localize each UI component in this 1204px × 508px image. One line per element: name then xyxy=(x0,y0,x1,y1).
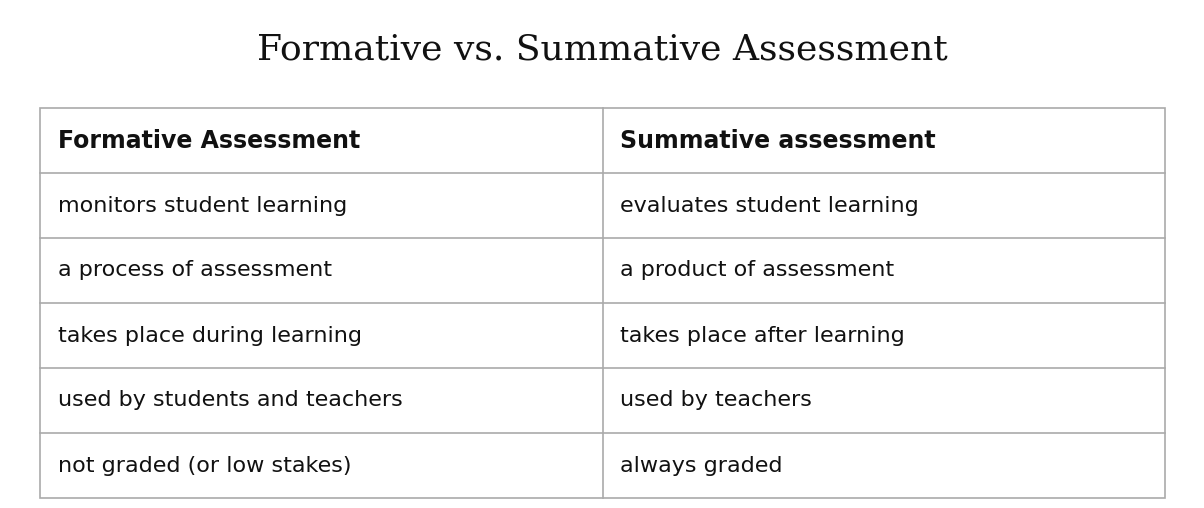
Text: used by teachers: used by teachers xyxy=(620,391,813,410)
Text: monitors student learning: monitors student learning xyxy=(58,196,347,215)
Text: always graded: always graded xyxy=(620,456,783,475)
Text: Formative vs. Summative Assessment: Formative vs. Summative Assessment xyxy=(256,33,948,67)
Text: evaluates student learning: evaluates student learning xyxy=(620,196,919,215)
Text: takes place during learning: takes place during learning xyxy=(58,326,362,345)
Text: not graded (or low stakes): not graded (or low stakes) xyxy=(58,456,352,475)
Bar xyxy=(40,108,1165,498)
Text: Formative Assessment: Formative Assessment xyxy=(58,129,360,152)
Text: used by students and teachers: used by students and teachers xyxy=(58,391,403,410)
Text: a product of assessment: a product of assessment xyxy=(620,261,895,280)
Text: a process of assessment: a process of assessment xyxy=(58,261,332,280)
Text: Summative assessment: Summative assessment xyxy=(620,129,937,152)
Text: takes place after learning: takes place after learning xyxy=(620,326,905,345)
